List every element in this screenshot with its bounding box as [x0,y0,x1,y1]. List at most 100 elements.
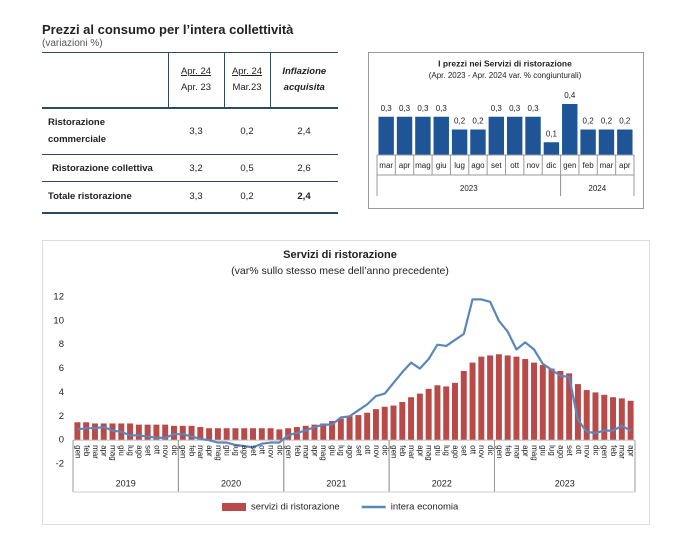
bar [302,425,309,441]
x-tick-label: apr [416,445,425,457]
bar [522,359,529,441]
value-label: 0,3 [436,104,448,113]
cell: 0,2 [240,191,254,203]
bar [320,423,327,441]
x-tick-label: mar [407,445,416,459]
x-tick-label: feb [609,445,618,457]
bar [399,401,406,441]
bar [153,424,160,441]
bar [504,355,511,441]
bar [433,116,449,155]
x-tick-label: dic [381,445,390,455]
x-tick-label: gen [563,161,576,170]
x-tick-label: ago [135,445,144,459]
x-tick-label: lug [337,445,346,456]
x-tick-label: ott [258,445,267,455]
x-tick-label: lug [126,445,135,456]
x-tick-label: nov [161,445,170,458]
x-tick-label: gen [389,445,398,458]
x-tick-label: dic [275,445,284,455]
bar [197,427,204,441]
bar [179,425,186,441]
x-tick-label: ott [574,445,583,455]
bar [241,428,248,441]
bar [162,424,169,441]
x-tick-label: ago [556,445,565,459]
value-label: 0,2 [583,117,595,126]
bar [381,406,388,441]
x-tick-label: ago [471,161,485,170]
cell: 2,4 [297,125,311,137]
bar [223,428,230,441]
row-label: Ristorazione commerciale [48,117,107,146]
bar [617,129,633,155]
y-tick-label: -2 [56,459,64,470]
bar [451,382,458,441]
bar [276,429,283,441]
x-tick-label: gen [179,445,188,458]
bar [135,424,142,441]
bar [434,385,441,441]
chart-title: Servizi di ristorazione [283,249,397,261]
value-label: 0,3 [491,104,503,113]
x-tick-label: feb [187,445,196,457]
x-tick-label: nov [583,445,592,458]
chart-box [42,240,650,525]
cell: 2,6 [297,162,311,174]
header-text: Mar.23 [232,81,262,93]
x-tick-label: gen [600,445,609,458]
cell: 0,2 [240,125,254,137]
x-tick-label: dic [546,161,556,170]
bar [580,129,596,155]
group-label: 2020 [221,478,241,488]
value-label: 0,3 [417,104,429,113]
x-tick-label: dic [170,445,179,455]
x-tick-label: mar [379,161,393,170]
cell: 2,4 [297,191,311,203]
bar [531,362,538,441]
bar [557,370,564,441]
value-label: 0,2 [454,117,466,126]
value-label: 0,2 [601,117,613,126]
bar [566,373,573,441]
line [77,298,632,449]
page-title: Prezzi al consumo per l’intera collettiv… [42,22,294,37]
value-label: 0,3 [381,104,393,113]
group-label: 2022 [432,478,452,488]
x-tick-label: apr [627,445,636,457]
x-tick-label: mar [618,445,627,459]
x-tick-label: set [354,445,363,456]
bar [506,116,523,155]
value-label: 0,1 [546,129,558,138]
x-tick-label: feb [583,161,595,170]
header-text: acquisita [283,81,325,93]
bar [144,424,151,441]
bar [487,355,494,441]
bar [425,388,432,441]
header-text: Inflazione [282,65,327,77]
x-tick-label: set [491,161,502,170]
x-tick-label: giu [117,445,126,456]
value-label: 0,2 [472,117,484,126]
x-tick-label: set [460,445,469,456]
x-tick-label: apr [100,445,109,457]
bar [408,397,415,441]
x-tick-label: feb [398,445,407,457]
x-tick-label: apr [619,161,631,170]
x-tick-label: dic [486,445,495,455]
cell: 0,5 [240,162,254,174]
header-cell: Apr. 24 Mar.23 [223,52,270,108]
bar [443,386,450,441]
value-label: 0,4 [564,91,576,100]
legend-label: intera economia [391,502,459,513]
x-tick-label: feb [504,445,513,457]
cell: 3,3 [189,125,203,137]
x-tick-label: giu [328,445,337,456]
header-cell: Inflazione acquisita [269,52,338,108]
x-tick-label: nov [266,445,275,458]
chart-subtitle: (var% sullo stesso mese dell’anno preced… [231,265,449,277]
x-tick-label: giu [433,445,442,456]
group-label: 2024 [588,184,606,193]
bar [627,400,634,441]
